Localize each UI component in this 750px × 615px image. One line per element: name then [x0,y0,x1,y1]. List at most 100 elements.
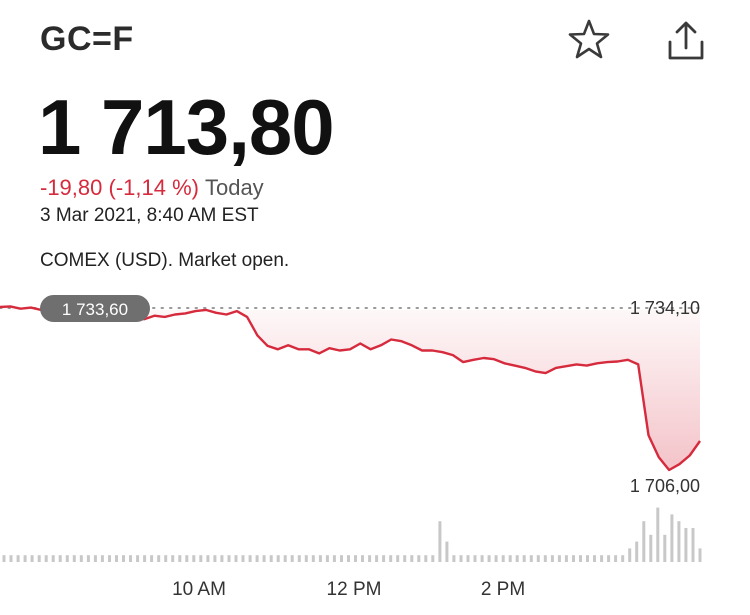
volume-bar [164,555,168,562]
volume-bar [37,555,41,562]
volume-bar [93,555,97,562]
x-tick-12pm: 12 PM [327,579,382,600]
volume-bar [325,555,329,562]
volume-bar [529,555,533,562]
volume-bar [347,555,350,562]
volume-bar [375,555,379,562]
volume-bar [100,555,104,562]
change-line: -19,80 (-1,14 %) Today [40,175,264,201]
volume-bars [2,507,702,562]
volume-bar [438,521,442,562]
volume-bar [199,555,203,562]
watchlist-button[interactable] [565,16,613,64]
volume-bar [136,555,140,562]
volume-bar [417,555,421,562]
volume-bar [586,555,589,562]
y-low-label: 1 706,00 [630,476,700,496]
price-chart[interactable]: 1 733,60 1 734,10 1 706,00 10 AM 12 PM 2… [0,285,750,615]
y-high-label: 1 734,10 [630,298,700,318]
volume-bar [44,555,48,562]
volume-bar [557,555,561,562]
volume-bar [269,555,273,562]
volume-bar [129,555,132,562]
volume-bar [670,514,674,562]
volume-bar [86,555,90,562]
reference-pill [40,295,150,322]
volume-bar [340,555,343,562]
volume-bar [234,555,238,562]
volume-bar [515,555,519,562]
volume-bar [607,555,611,562]
volume-bar [473,555,477,562]
volume-bar [143,555,147,562]
volume-bar [684,528,688,562]
volume-bar [192,555,196,562]
volume-bar [115,555,118,562]
volume-bar [487,555,491,562]
volume-bar [452,555,456,562]
volume-bar [361,555,364,562]
share-icon [668,21,704,60]
share-button[interactable] [662,16,710,64]
volume-bar [621,555,625,562]
volume-bar [431,555,435,562]
volume-bar [30,555,34,562]
volume-bar [157,555,161,562]
volume-bar [283,555,287,562]
market-status: COMEX (USD). Market open. [40,250,290,271]
volume-bar [171,555,175,562]
volume-bar [572,555,575,562]
quote-timestamp: 3 Mar 2021, 8:40 AM EST [40,205,259,226]
volume-bar [122,555,125,562]
volume-bar [410,555,414,562]
reference-label: 1 733,60 [62,300,128,319]
volume-bar [241,555,245,562]
volume-bar [536,555,540,562]
volume-bar [628,548,632,562]
volume-bar [508,555,512,562]
volume-bar [290,555,294,562]
price-change: -19,80 (-1,14 %) [40,175,199,200]
volume-bar [304,555,308,562]
header: GC=F [0,0,750,80]
volume-bar [635,541,639,562]
current-price: 1 713,80 [38,83,335,171]
volume-bar [649,534,653,562]
volume-bar [72,555,76,562]
volume-bar [396,555,400,562]
volume-bar [656,507,660,562]
volume-bar [178,555,182,562]
volume-bar [382,555,386,562]
volume-bar [276,555,280,562]
x-tick-2pm: 2 PM [481,579,525,600]
volume-bar [677,521,681,562]
volume-bar [58,555,62,562]
volume-bar [23,555,27,562]
x-tick-10am: 10 AM [172,579,226,600]
ticker-symbol: GC=F [40,20,134,58]
volume-bar [564,555,568,562]
volume-bar [51,555,55,562]
volume-bar [593,555,596,562]
volume-bar [16,555,20,562]
volume-bar [691,528,695,562]
volume-bar [150,555,154,562]
volume-bar [522,555,526,562]
volume-bar [642,521,646,562]
volume-bar [255,555,259,562]
volume-bar [79,555,83,562]
volume-bar [297,555,301,562]
volume-bar [332,555,336,562]
volume-bar [424,555,428,562]
volume-bar [213,555,217,562]
volume-bar [663,534,667,562]
volume-bar [65,555,69,562]
volume-bar [2,555,6,562]
star-icon [568,19,610,59]
change-period: Today [204,175,264,200]
volume-bar [318,555,322,562]
volume-bar [550,555,554,562]
volume-bar [9,555,13,562]
volume-bar [311,555,315,562]
volume-bar [185,555,189,562]
